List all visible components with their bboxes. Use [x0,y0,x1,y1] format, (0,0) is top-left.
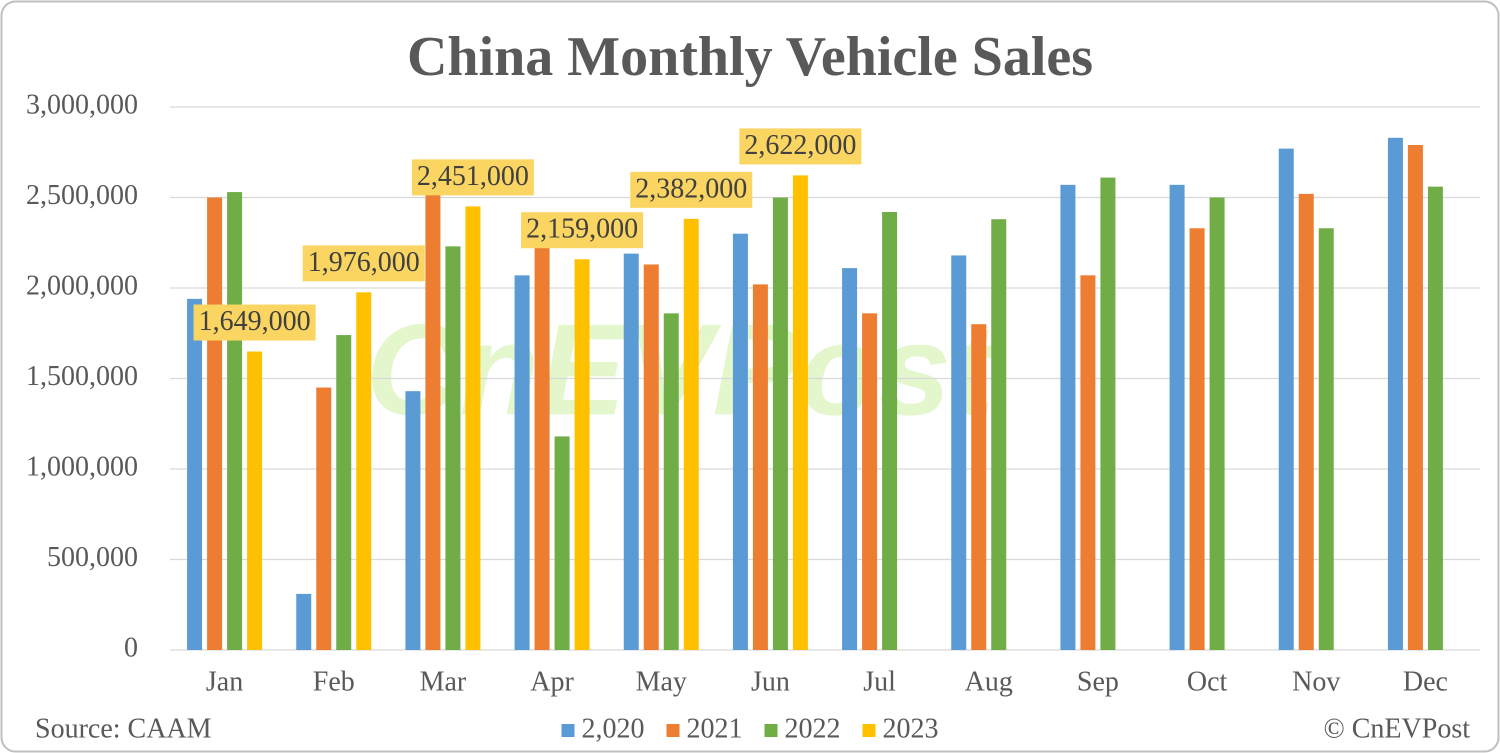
bar [663,313,679,650]
x-tick-label: Aug [965,666,1013,697]
bar [882,211,898,651]
bar [752,284,768,650]
legend-swatch [666,724,680,737]
bar [1209,197,1225,650]
legend-label: 2021 [687,713,743,744]
label-box [739,128,862,165]
label-box [193,304,316,341]
legend-label: 2023 [883,713,939,744]
x-tick-label: Jan [206,666,243,697]
bar [336,335,352,650]
bar [643,264,659,650]
y-tick-label: 2,500,000 [26,180,138,211]
legend-swatch [764,724,778,737]
x-tick-label: Apr [530,666,574,697]
bar [425,192,441,650]
bar [574,259,590,650]
x-tick-label: Mar [420,666,467,697]
bar [1278,148,1294,650]
data-label: 2,451,000 [417,161,529,192]
legend-swatch [561,724,575,737]
source: Source: CAAM [35,713,212,744]
x-tick-label: Dec [1403,666,1448,697]
label-box [521,212,644,249]
x-tick-label: May [636,666,687,697]
data-label: 1,649,000 [199,306,311,337]
watermark: CnEVPost [366,296,999,442]
label-box [630,171,753,208]
bar [732,233,748,650]
bar [405,391,421,650]
bar [623,253,639,651]
bar [792,175,808,650]
data-label: 2,159,000 [526,214,638,245]
bar [1189,228,1205,650]
legend-label: 2022 [785,713,841,744]
bar [1100,177,1116,650]
y-tick-label: 3,000,000 [26,89,138,120]
bar [1298,193,1314,650]
y-tick-label: 1,000,000 [26,451,138,482]
bar [1318,228,1334,650]
bar [991,219,1007,650]
x-tick-label: Nov [1292,666,1340,697]
bar [1060,184,1076,650]
bar [971,324,987,650]
bar [316,387,332,650]
bar [554,436,570,650]
bar [465,206,481,650]
bar [1427,186,1443,650]
bar [862,313,878,650]
chart-title: China Monthly Vehicle Sales [407,26,1093,88]
legend-swatch [862,724,876,737]
x-tick-label: Feb [313,666,355,697]
bar [1080,275,1096,650]
bar [247,351,263,650]
bar [445,246,461,650]
bar [842,268,858,650]
y-tick-label: 2,000,000 [26,270,138,301]
bar [187,298,203,650]
bar [534,242,550,650]
data-label: 1,976,000 [308,247,420,278]
bar [683,218,699,650]
legend-label: 2,020 [582,713,645,744]
x-tick-label: Sep [1077,666,1119,697]
x-tick-label: Jul [863,666,896,697]
y-tick-label: 500,000 [47,542,138,573]
copyright: © CnEVPost [1323,713,1470,744]
y-tick-label: 1,500,000 [26,361,138,392]
x-tick-label: Oct [1187,666,1228,697]
data-label: 2,622,000 [744,130,856,161]
bar [1169,184,1185,650]
bar [207,197,223,650]
bar [514,275,530,650]
bar [772,197,788,650]
data-label: 2,382,000 [635,173,747,204]
bar [951,255,967,651]
bar [1407,145,1423,650]
bar [227,192,243,650]
x-tick-label: Jun [751,666,790,697]
bar [296,593,312,650]
y-tick-label: 0 [124,632,138,663]
bar [356,292,372,650]
label-box [302,245,425,282]
label-box [411,159,534,196]
bar [1387,137,1403,650]
